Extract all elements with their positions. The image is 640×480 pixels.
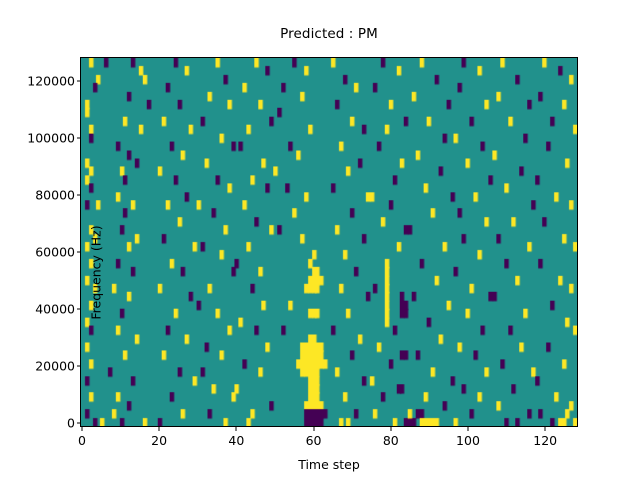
x-tick-label: 100 (456, 433, 480, 448)
x-tick-mark (390, 427, 392, 431)
y-tick-mark (76, 194, 80, 196)
x-tick-mark (544, 427, 546, 431)
y-tick-label: 80000 (35, 187, 75, 203)
x-tick-mark (467, 427, 469, 431)
heatmap-axes[interactable] (80, 57, 578, 427)
y-tick-label: 0 (67, 415, 75, 431)
x-tick-label: 120 (533, 433, 558, 448)
page-title: Predicted : PM (280, 26, 378, 42)
x-tick-mark (158, 427, 160, 431)
y-tick-mark (76, 137, 80, 139)
x-tick-mark (235, 427, 237, 431)
x-tick-mark (313, 427, 315, 431)
x-tick-label: 40 (228, 433, 245, 448)
x-tick-label: 20 (151, 433, 168, 448)
y-axis-label: Frequency (Hz) (88, 225, 104, 320)
x-tick-label: 60 (305, 433, 322, 448)
y-tick-mark (76, 80, 80, 82)
x-tick-label: 0 (77, 433, 86, 448)
y-tick-label: 100000 (27, 130, 75, 146)
y-tick-mark (76, 422, 80, 424)
y-tick-mark (76, 308, 80, 310)
y-tick-label: 120000 (27, 73, 75, 89)
y-tick-label: 40000 (35, 301, 75, 317)
y-tick-label: 60000 (35, 244, 75, 260)
x-tick-mark (81, 427, 83, 431)
y-tick-mark (76, 365, 80, 367)
axis-decorations: Frequency (Hz) Time step 0 20000 40000 6000… (27, 57, 578, 472)
heatmap-image (81, 58, 577, 426)
x-axis-label: Time step (298, 457, 360, 472)
x-tick-label: 80 (382, 433, 399, 448)
y-tick-label: 20000 (35, 358, 75, 374)
y-tick-mark (76, 251, 80, 253)
